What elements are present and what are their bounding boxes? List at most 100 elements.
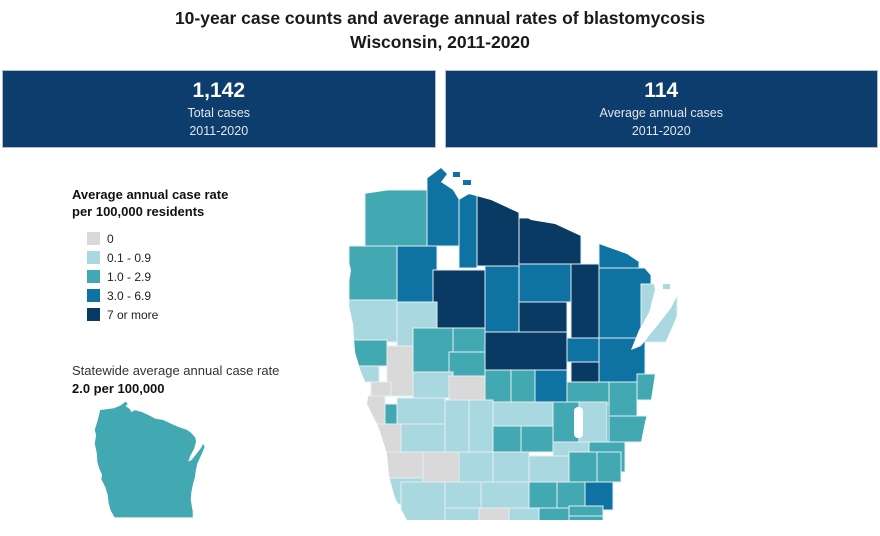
legend-label-0: 0 xyxy=(107,231,114,246)
statewide-note-line2: 2.0 per 100,000 xyxy=(72,381,165,396)
county-washington: Washington xyxy=(568,451,598,483)
legend-swatch-0 xyxy=(87,232,100,245)
legend-swatch-1 xyxy=(87,251,100,264)
legend-item-2: 1.0 - 2.9 xyxy=(87,267,332,286)
lake-winnebago xyxy=(574,407,583,438)
legend-title: Average annual case rate per 100,000 res… xyxy=(72,186,332,220)
county-monroe: Monroe xyxy=(400,423,446,453)
county-eau-claire: Eau Claire xyxy=(412,371,454,399)
county-green: Green xyxy=(478,507,510,520)
page-title-line1: 10-year case counts and average annual r… xyxy=(174,8,706,28)
county-door: Door xyxy=(640,283,678,343)
average-annual-cases-period: 2011-2020 xyxy=(631,124,691,138)
county-lincoln: Lincoln xyxy=(518,301,568,333)
county-jefferson: Jefferson xyxy=(528,481,558,511)
legend-label-1: 0.1 - 0.9 xyxy=(107,250,152,265)
total-cases-value: 1,142 xyxy=(192,79,246,102)
county-lafayette: Lafayette xyxy=(444,507,480,520)
county-columbia: Columbia xyxy=(492,451,530,483)
county-jackson: Jackson xyxy=(396,397,446,425)
county-kewaunee: Kewaunee xyxy=(636,373,662,401)
county-forest: Forest xyxy=(570,263,600,339)
county-grant: Grant xyxy=(400,481,446,520)
legend-label-3: 3.0 - 6.9 xyxy=(107,288,152,303)
legend-swatch-2 xyxy=(87,270,100,283)
county-manitowoc: Manitowoc xyxy=(608,415,650,443)
county-richland: Richland xyxy=(422,451,460,483)
county-calumet: Calumet xyxy=(578,401,608,443)
county-marathon: Marathon xyxy=(484,331,568,371)
legend-swatch-4 xyxy=(87,308,100,321)
legend-swatch-3 xyxy=(87,289,100,302)
county-adams: Adams xyxy=(468,399,494,453)
county-milwaukee: Milwaukee xyxy=(584,481,614,511)
madeline-island xyxy=(463,180,471,185)
county-ozaukee: Ozaukee xyxy=(596,451,622,483)
county-st-croix: St. Croix xyxy=(350,339,388,367)
county-langlade: Langlade xyxy=(566,337,600,363)
county-taylor: Taylor xyxy=(448,351,486,377)
county-choropleth-map: DouglasBayfieldAshlandIronVilas Florence B… xyxy=(345,160,685,525)
county-green-lake: Green Lake xyxy=(520,425,554,453)
county-vilas: Vilas xyxy=(518,217,582,265)
county-washburn: Washburn xyxy=(396,245,438,303)
county-iron: Iron xyxy=(476,195,520,267)
legend-items: 0 0.1 - 0.9 1.0 - 2.9 3.0 - 6.9 7 or more xyxy=(72,229,332,324)
county-florence: Florence xyxy=(598,243,640,269)
total-cases-period: 2011-2020 xyxy=(189,124,249,138)
county-walworth: Walworth xyxy=(538,507,570,520)
county-rock: Rock xyxy=(508,507,540,520)
average-annual-cases-label: Average annual cases xyxy=(599,106,723,120)
county-vernon: Vernon xyxy=(368,451,424,479)
statewide-silhouette-map xyxy=(94,399,206,519)
county-shapes: DouglasBayfieldAshlandIronVilas Florence B… xyxy=(348,168,678,520)
legend-item-1: 0.1 - 0.9 xyxy=(87,248,332,267)
county-pepin: Pepin xyxy=(370,381,392,397)
county-oneida: Oneida xyxy=(518,263,572,303)
map-legend: Average annual case rate per 100,000 res… xyxy=(72,186,332,324)
legend-title-line1: Average annual case rate xyxy=(72,187,229,202)
county-ashland: Ashland xyxy=(458,193,478,269)
county-dodge: Dodge xyxy=(528,455,570,483)
page-title: 10-year case counts and average annual r… xyxy=(0,6,880,54)
county-dane: Dane xyxy=(480,481,530,511)
county-pierce: Pierce xyxy=(348,365,380,383)
average-annual-cases-box: 114 Average annual cases 2011-2020 xyxy=(444,70,878,148)
county-kenosha: Kenosha xyxy=(568,515,604,520)
county-sauk: Sauk xyxy=(458,451,494,483)
county-waushara: Waushara xyxy=(492,401,554,427)
legend-label-4: 7 or more xyxy=(107,307,159,322)
stats-row: 1,142 Total cases 2011-2020 114 Average … xyxy=(2,70,878,148)
county-brown: Brown xyxy=(608,381,638,417)
apostle-island xyxy=(453,172,460,177)
legend-item-0: 0 xyxy=(87,229,332,248)
county-waukesha: Waukesha xyxy=(556,481,586,511)
wisconsin-silhouette xyxy=(94,401,205,518)
county-waupaca: Waupaca xyxy=(534,369,568,403)
total-cases-label: Total cases xyxy=(187,106,251,120)
county-douglas: Douglas xyxy=(364,189,428,247)
county-polk: Polk xyxy=(348,299,398,343)
washington-island xyxy=(663,284,670,289)
county-la-crosse: La Crosse xyxy=(368,423,402,453)
county-sawyer: Sawyer xyxy=(432,269,486,329)
statewide-note: Statewide average annual case rate 2.0 p… xyxy=(72,362,372,398)
county-chippewa: Chippewa xyxy=(412,327,454,373)
county-iowa: Iowa xyxy=(444,481,482,509)
average-annual-cases-value: 114 xyxy=(644,79,679,102)
county-marquette: Marquette xyxy=(492,425,522,453)
county-burnett: Burnett xyxy=(348,245,398,301)
county-racine: Racine xyxy=(568,505,604,517)
page-title-line2: Wisconsin, 2011-2020 xyxy=(350,32,530,52)
county-juneau: Juneau xyxy=(444,399,470,453)
county-wood: Wood xyxy=(484,369,512,403)
county-portage: Portage xyxy=(510,369,536,403)
legend-item-3: 3.0 - 6.9 xyxy=(87,286,332,305)
total-cases-box: 1,142 Total cases 2011-2020 xyxy=(2,70,436,148)
county-menominee: Menominee xyxy=(570,361,600,383)
legend-title-line2: per 100,000 residents xyxy=(72,204,205,219)
legend-item-4: 7 or more xyxy=(87,305,332,324)
statewide-note-line1: Statewide average annual case rate xyxy=(72,363,280,378)
county-shawano: Shawano xyxy=(566,381,610,405)
county-bayfield: Bayfield xyxy=(426,168,460,247)
